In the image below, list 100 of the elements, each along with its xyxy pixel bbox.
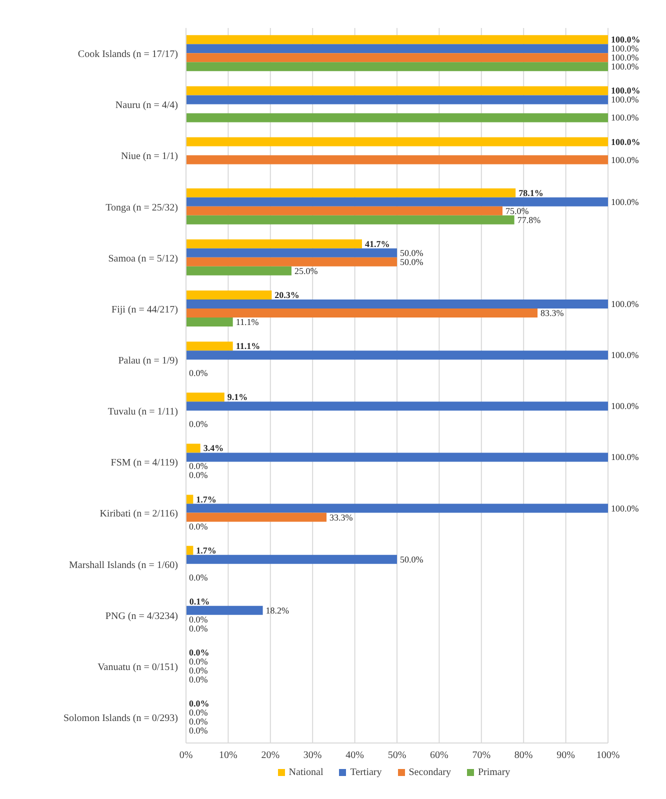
bar bbox=[186, 62, 608, 72]
y-tick-label: Vanuatu (n = 0/151) bbox=[98, 662, 178, 673]
x-tick-label: 10% bbox=[219, 750, 238, 762]
data-label: 0.0% bbox=[189, 614, 208, 624]
data-label: 100.0% bbox=[611, 136, 640, 147]
data-label: 0.0% bbox=[189, 368, 208, 378]
x-tick-label: 100% bbox=[596, 750, 620, 762]
legend-label: National bbox=[288, 767, 324, 778]
bar bbox=[186, 113, 608, 122]
bar bbox=[186, 215, 514, 224]
data-label: 100.0% bbox=[611, 62, 640, 72]
data-label: 100.0% bbox=[611, 350, 640, 360]
data-label: 25.0% bbox=[294, 266, 318, 276]
data-label: 50.0% bbox=[400, 248, 424, 258]
bar bbox=[186, 392, 224, 402]
bar bbox=[186, 257, 397, 266]
data-label: 100.0% bbox=[611, 44, 640, 54]
data-label: 3.4% bbox=[203, 443, 224, 454]
data-label: 100.0% bbox=[611, 196, 640, 207]
data-label: 9.1% bbox=[227, 392, 248, 402]
data-label: 0.0% bbox=[189, 470, 208, 480]
y-tick-label: Marshall Islands (n = 1/60) bbox=[69, 560, 178, 571]
y-tick-label: Samoa (n = 5/12) bbox=[108, 253, 178, 264]
data-label: 100.0% bbox=[611, 401, 640, 412]
bar bbox=[186, 300, 608, 309]
bar bbox=[186, 554, 397, 564]
data-label: 0.0% bbox=[189, 419, 208, 430]
bar bbox=[186, 35, 608, 44]
bar bbox=[186, 342, 233, 351]
data-label: 50.0% bbox=[400, 256, 424, 267]
data-label: 83.3% bbox=[540, 308, 564, 318]
x-tick-label: 0% bbox=[179, 750, 193, 762]
x-tick-label: 30% bbox=[303, 750, 322, 762]
data-label: 100.0% bbox=[611, 86, 640, 96]
data-label: 100.0% bbox=[611, 94, 640, 105]
data-label: 0.0% bbox=[189, 666, 208, 676]
y-tick-label: FSM (n = 4/119) bbox=[110, 458, 178, 469]
bar bbox=[186, 44, 608, 54]
x-tick-label: 60% bbox=[430, 750, 448, 762]
data-label: 0.0% bbox=[189, 461, 208, 472]
bar bbox=[186, 308, 538, 318]
data-label: 18.2% bbox=[266, 605, 290, 616]
bar bbox=[186, 318, 233, 327]
bar bbox=[186, 452, 608, 462]
data-label: 33.3% bbox=[330, 512, 354, 522]
data-label: 0.0% bbox=[189, 572, 208, 582]
bar bbox=[186, 350, 608, 360]
bar bbox=[186, 95, 608, 104]
data-label: 75.0% bbox=[506, 206, 530, 216]
legend-label: Secondary bbox=[408, 767, 451, 778]
y-tick-label: Tonga (n = 25/32) bbox=[106, 202, 178, 214]
y-tick-label: Solomon Islands (n = 0/293) bbox=[63, 713, 178, 724]
y-tick-label: Tuvalu (n = 1/11) bbox=[108, 406, 178, 418]
data-label: 11.1% bbox=[236, 341, 260, 352]
data-label: 100.0% bbox=[611, 34, 640, 45]
bar bbox=[186, 402, 608, 411]
data-label: 1.7% bbox=[196, 545, 216, 556]
y-tick-label: Nauru (n = 4/4) bbox=[115, 100, 178, 112]
data-label: 0.0% bbox=[189, 656, 208, 667]
data-label: 20.3% bbox=[274, 290, 300, 300]
data-label: 100.0% bbox=[611, 503, 640, 514]
bar bbox=[186, 546, 194, 555]
x-tick-label: 40% bbox=[346, 750, 364, 762]
bar bbox=[186, 444, 200, 453]
x-tick-label: 50% bbox=[388, 750, 406, 762]
data-label: 0.0% bbox=[189, 708, 208, 718]
data-label: 78.1% bbox=[518, 188, 544, 198]
x-tick-label: 90% bbox=[556, 750, 575, 762]
data-label: 0.0% bbox=[189, 521, 208, 532]
data-label: 0.0% bbox=[189, 623, 208, 634]
data-label: 77.8% bbox=[517, 214, 542, 225]
legend-label: Tertiary bbox=[349, 767, 382, 778]
x-tick-label: 80% bbox=[514, 750, 533, 762]
bar bbox=[186, 155, 608, 164]
data-label: 41.7% bbox=[364, 238, 390, 249]
data-label: 50.0% bbox=[400, 554, 424, 564]
data-label: 0.0% bbox=[189, 716, 208, 727]
bar bbox=[186, 248, 397, 258]
bar bbox=[186, 53, 608, 62]
bar bbox=[186, 266, 292, 276]
bar bbox=[186, 290, 272, 300]
legend-label: Primary bbox=[476, 767, 510, 778]
y-tick-label: Niue (n = 1/1) bbox=[120, 151, 178, 162]
bar bbox=[186, 188, 516, 198]
bar bbox=[186, 86, 608, 96]
x-tick-label: 20% bbox=[261, 750, 280, 762]
y-tick-label: PNG (n = 4/3234) bbox=[105, 610, 178, 622]
y-tick-label: Fiji (n = 44/217) bbox=[112, 304, 178, 316]
data-label: 0.0% bbox=[189, 648, 210, 658]
x-tick-label: 70% bbox=[472, 750, 491, 762]
bar bbox=[186, 197, 608, 206]
data-label: 0.0% bbox=[189, 674, 208, 685]
data-label: 1.7% bbox=[196, 494, 216, 504]
data-label: 100.0% bbox=[611, 112, 640, 123]
y-tick-label: Palau (n = 1/9) bbox=[118, 356, 178, 367]
bar bbox=[186, 206, 502, 216]
y-tick-label: Kiribati (n = 2/116) bbox=[100, 508, 178, 520]
data-label: 100.0% bbox=[611, 452, 640, 462]
data-label: 100.0% bbox=[611, 154, 640, 165]
bar bbox=[186, 494, 194, 504]
